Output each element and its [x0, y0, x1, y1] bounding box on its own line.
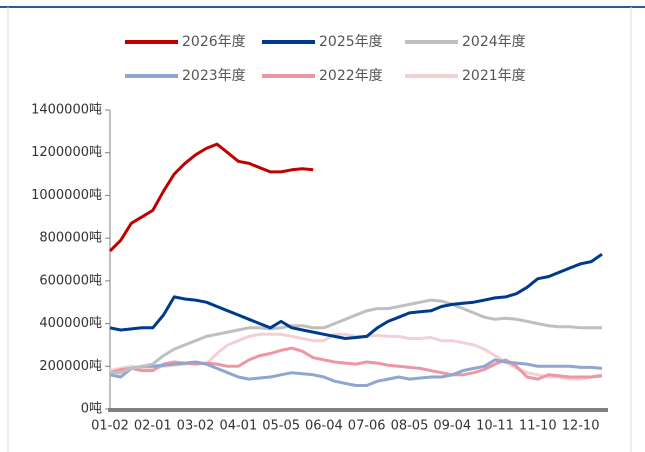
y-tick-label: 0吨	[81, 402, 102, 417]
series-line	[108, 142, 314, 253]
x-tick-label: 08-05	[391, 419, 429, 434]
x-tick-label: 05-05	[262, 419, 300, 434]
legend-label: 2021年度	[462, 68, 526, 84]
x-tick-label: 04-01	[219, 419, 257, 434]
x-tick-label: 11-10	[519, 419, 557, 434]
y-tick-label: 200000吨	[39, 359, 102, 374]
legend-label: 2025年度	[319, 34, 383, 50]
legend-label: 2023年度	[182, 68, 246, 84]
x-tick-label: 10-11	[476, 419, 514, 434]
y-tick-label: 400000吨	[39, 316, 102, 331]
y-tick-label: 600000吨	[39, 273, 102, 288]
series-line	[109, 252, 603, 340]
legend-label: 2022年度	[319, 68, 383, 84]
x-tick-label: 02-01	[134, 419, 172, 434]
legend-label: 2026年度	[182, 34, 246, 50]
legend: 2026年度 2025年度 2024年度 2023年度 2022年度 2021年度	[125, 34, 526, 84]
series-line	[110, 298, 602, 375]
y-tick-label: 800000吨	[39, 231, 102, 246]
x-tick-label: 12-10	[562, 419, 600, 434]
y-tick-label: 1200000吨	[31, 145, 102, 160]
y-tick-label: 1000000吨	[31, 188, 102, 203]
x-tick-label: 06-04	[305, 419, 343, 434]
series-line	[109, 332, 603, 381]
y-tick-label: 1400000吨	[31, 103, 102, 118]
x-tick-label: 03-02	[177, 419, 215, 434]
series-line	[109, 358, 603, 387]
legend-label: 2024年度	[462, 34, 526, 50]
x-tick-label: 09-04	[433, 419, 471, 434]
x-tick-label: 07-06	[348, 419, 386, 434]
x-tick-label: 01-02	[91, 419, 129, 434]
